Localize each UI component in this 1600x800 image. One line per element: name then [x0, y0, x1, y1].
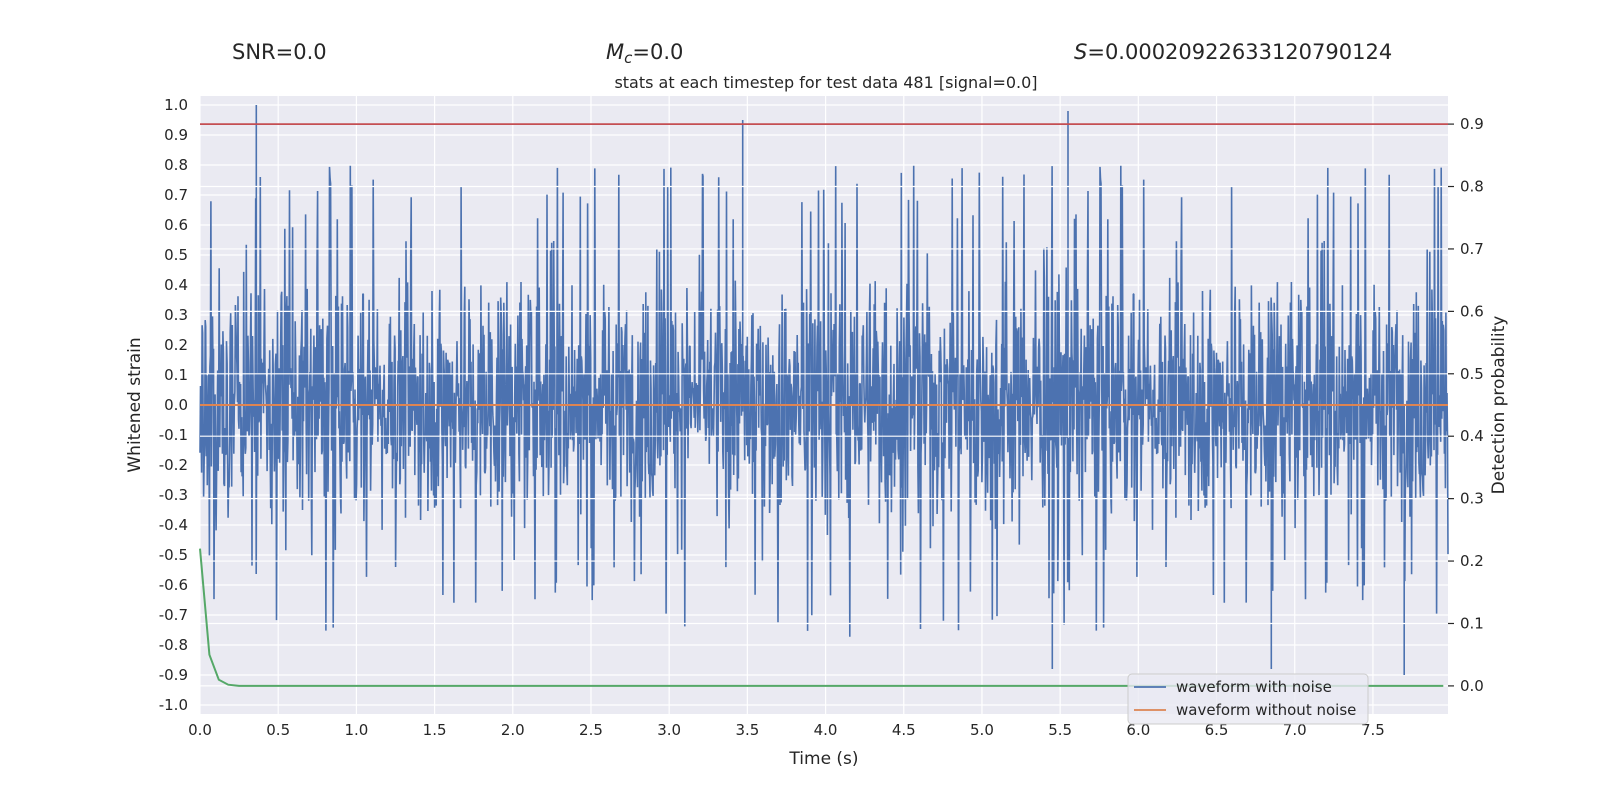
y2-tick-label: 0.6 [1460, 302, 1484, 320]
x-tick-label: 3.5 [735, 721, 759, 739]
y-tick-label: 1.0 [164, 96, 188, 114]
y-tick-label: 0.5 [164, 246, 188, 264]
y-tick-label: -0.4 [159, 516, 188, 534]
y-tick-label: -0.1 [159, 426, 188, 444]
x-tick-label: 7.0 [1283, 721, 1307, 739]
mc-symbol: M [606, 40, 625, 64]
x-tick-label: 2.0 [501, 721, 525, 739]
x-tick-label: 5.0 [970, 721, 994, 739]
x-tick-label: 0.5 [266, 721, 290, 739]
chart-marks [199, 105, 1449, 687]
x-tick-label: 6.5 [1205, 721, 1229, 739]
y-tick-label: 0.2 [164, 336, 188, 354]
chart-title: stats at each timestep for test data 481… [614, 73, 1037, 92]
x-tick-label: 7.5 [1361, 721, 1385, 739]
y-tick-label: -0.7 [159, 606, 188, 624]
y2-tick-label: 0.7 [1460, 240, 1484, 258]
y-tick-label: -0.3 [159, 486, 188, 504]
y-tick-label: -1.0 [159, 696, 188, 714]
y2-axis-label: Detection probability [1489, 316, 1509, 495]
y-axis-label: Whitened strain [125, 337, 145, 472]
s-symbol: S [1074, 40, 1088, 64]
y-tick-label: -0.2 [159, 456, 188, 474]
x-tick-label: 0.0 [188, 721, 212, 739]
y-tick-label: 0.8 [164, 156, 188, 174]
legend-label-noise: waveform with noise [1176, 678, 1332, 696]
noisy-waveform-line [199, 105, 1449, 675]
y-tick-label: 0.7 [164, 186, 188, 204]
y-tick-label: 0.9 [164, 126, 188, 144]
y2-tick-label: 0.3 [1460, 490, 1484, 508]
x-tick-label: 2.5 [579, 721, 603, 739]
y2-tick-label: 0.5 [1460, 365, 1484, 383]
y-tick-label: 0.0 [164, 396, 188, 414]
y-tick-label: 0.4 [164, 276, 188, 294]
y-tick-label: 0.3 [164, 306, 188, 324]
y-tick-label: 0.1 [164, 366, 188, 384]
x-tick-label: 6.0 [1126, 721, 1150, 739]
y2-tick-label: 0.9 [1460, 115, 1484, 133]
y-tick-label: -0.6 [159, 576, 188, 594]
y2-tick-label: 0.4 [1460, 427, 1484, 445]
s-value: =0.00020922633120790124 [1087, 40, 1393, 64]
chirp-mass-readout: Mc=0.0 [606, 40, 683, 67]
legend-box [1127, 673, 1369, 725]
y2-tick-label: 0.0 [1460, 677, 1484, 695]
detection-probability-line [199, 548, 1444, 687]
legend-label-clean: waveform without noise [1176, 701, 1356, 719]
x-axis-label: Time (s) [788, 749, 858, 769]
x-tick-label: 4.5 [892, 721, 916, 739]
axis-ticks: 0.0 0.5 1.0 1.5 2.0 2.5 3.0 3.5 4.0 4.5 5.0 5.5 6.0 6… [159, 96, 1484, 739]
y-tick-label: -0.9 [159, 666, 188, 684]
x-tick-label: 1.5 [423, 721, 447, 739]
x-tick-label: 3.0 [657, 721, 681, 739]
y2-tick-label: 0.8 [1460, 178, 1484, 196]
x-tick-label: 1.0 [344, 721, 368, 739]
y2-tick-label: 0.2 [1460, 552, 1484, 570]
y-tick-label: -0.5 [159, 546, 188, 564]
x-tick-label: 5.5 [1048, 721, 1072, 739]
mc-subscript: c [624, 49, 633, 67]
s-readout: S=0.00020922633120790124 [1074, 40, 1392, 64]
snr-readout: SNR=0.0 [232, 40, 327, 64]
legend: waveform with noise waveform without noi… [1127, 673, 1369, 725]
y2-tick-label: 0.1 [1460, 614, 1484, 632]
x-tick-label: 4.0 [814, 721, 838, 739]
y-tick-label: 0.6 [164, 216, 188, 234]
y-tick-label: -0.8 [159, 636, 188, 654]
mc-value: =0.0 [632, 40, 684, 64]
